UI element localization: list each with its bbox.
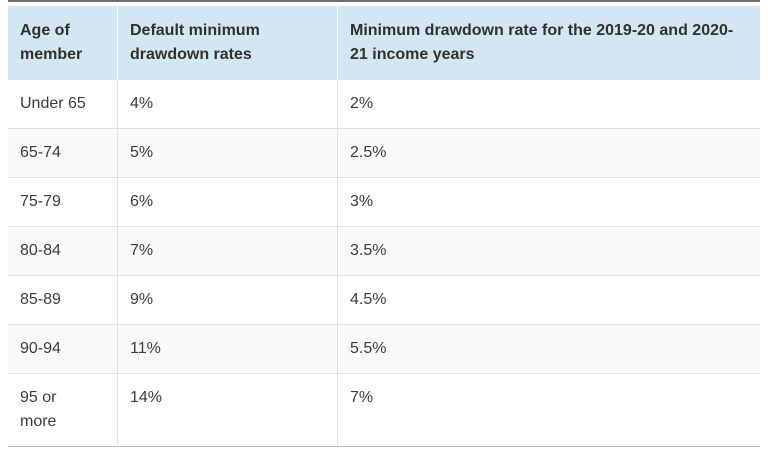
cell-age: 75-79 bbox=[8, 178, 117, 227]
drawdown-rates-table-container: Age of member Default minimum drawdown r… bbox=[8, 0, 760, 447]
table-row: 75-79 6% 3% bbox=[8, 178, 760, 227]
cell-age: 65-74 bbox=[8, 129, 117, 178]
table-header: Age of member Default minimum drawdown r… bbox=[8, 2, 760, 80]
cell-default-rate: 4% bbox=[117, 80, 337, 129]
cell-reduced-rate: 3% bbox=[337, 178, 760, 227]
cell-age: 95 or more bbox=[8, 374, 117, 447]
cell-reduced-rate: 3.5% bbox=[337, 227, 760, 276]
cell-default-rate: 9% bbox=[117, 276, 337, 325]
table-body: Under 65 4% 2% 65-74 5% 2.5% 75-79 6% 3%… bbox=[8, 80, 760, 447]
cell-default-rate: 5% bbox=[117, 129, 337, 178]
table-row: 65-74 5% 2.5% bbox=[8, 129, 760, 178]
cell-reduced-rate: 5.5% bbox=[337, 325, 760, 374]
cell-reduced-rate: 2.5% bbox=[337, 129, 760, 178]
cell-reduced-rate: 7% bbox=[337, 374, 760, 447]
table-row: Under 65 4% 2% bbox=[8, 80, 760, 129]
cell-age: 90-94 bbox=[8, 325, 117, 374]
cell-default-rate: 6% bbox=[117, 178, 337, 227]
table-row: 95 or more 14% 7% bbox=[8, 374, 760, 447]
cell-default-rate: 11% bbox=[117, 325, 337, 374]
cell-default-rate: 14% bbox=[117, 374, 337, 447]
table-row: 90-94 11% 5.5% bbox=[8, 325, 760, 374]
col-header-default-minimum-drawdown-rates: Default minimum drawdown rates bbox=[117, 2, 337, 80]
header-row: Age of member Default minimum drawdown r… bbox=[8, 2, 760, 80]
table-row: 80-84 7% 3.5% bbox=[8, 227, 760, 276]
cell-age: 85-89 bbox=[8, 276, 117, 325]
table-row: 85-89 9% 4.5% bbox=[8, 276, 760, 325]
cell-default-rate: 7% bbox=[117, 227, 337, 276]
col-header-age-of-member: Age of member bbox=[8, 2, 117, 80]
col-header-minimum-drawdown-rate-2019-21: Minimum drawdown rate for the 2019-20 an… bbox=[337, 2, 760, 80]
cell-age: Under 65 bbox=[8, 80, 117, 129]
drawdown-rates-table: Age of member Default minimum drawdown r… bbox=[8, 0, 760, 447]
cell-reduced-rate: 4.5% bbox=[337, 276, 760, 325]
cell-reduced-rate: 2% bbox=[337, 80, 760, 129]
cell-age: 80-84 bbox=[8, 227, 117, 276]
